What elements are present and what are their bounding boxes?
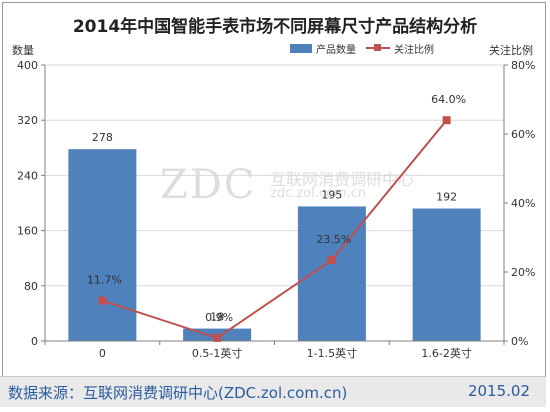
left-tick-label: 160 — [17, 225, 38, 238]
legend-bar-swatch — [290, 43, 312, 53]
line-point — [442, 116, 451, 125]
bar-value-label: 195 — [321, 188, 342, 201]
legend-bar-label: 产品数量 — [316, 44, 356, 56]
footer-bar: 数据来源：互联网消费调研中心(ZDC.zol.com.cn) 2015.02 — [0, 376, 546, 407]
right-axis-title: 关注比例 — [489, 44, 533, 57]
left-axis-title: 数量 — [12, 44, 34, 57]
left-tick-label: 400 — [17, 59, 38, 72]
bar — [297, 206, 366, 341]
footer-source: 数据来源：互联网消费调研中心(ZDC.zol.com.cn) — [8, 384, 348, 402]
bar-value-label: 18 — [210, 311, 224, 324]
line-value-label: 64.0% — [431, 93, 466, 106]
left-tick-label: 80 — [24, 280, 38, 293]
right-tick-label: 20% — [511, 266, 535, 279]
bar-value-label: 278 — [92, 131, 113, 144]
right-tick-label: 60% — [511, 128, 535, 141]
line-series-path — [102, 119, 448, 339]
right-tick-label: 40% — [511, 197, 535, 210]
x-tick-label: 1.6-2英寸 — [421, 346, 471, 360]
right-tick-label: 0% — [511, 335, 528, 348]
line-value-label: 0.9% — [205, 311, 233, 324]
bar-value-label: 192 — [436, 191, 457, 204]
chart-title: 2014年中国智能手表市场不同屏幕尺寸产品结构分析 — [72, 17, 478, 37]
left-tick-label: 240 — [17, 169, 38, 182]
legend-line-swatch — [366, 43, 390, 53]
right-tick-label: 80% — [511, 59, 535, 72]
legend-item-line: 关注比例 — [366, 41, 434, 56]
x-tick-label: 1-1.5英寸 — [307, 346, 357, 360]
line-point — [98, 296, 107, 305]
x-tick-label: 0.5-1英寸 — [192, 346, 242, 360]
legend-line-label: 关注比例 — [394, 44, 434, 56]
bar — [68, 149, 137, 341]
footer-date: 2015.02 — [467, 382, 530, 400]
bar — [412, 208, 481, 341]
x-tick-label: 0 — [99, 347, 106, 360]
legend-item-bar: 产品数量 — [290, 41, 356, 56]
line-point — [213, 333, 222, 342]
chart-legend: 产品数量 关注比例 — [290, 40, 444, 56]
line-value-label: 23.5% — [316, 233, 351, 246]
line-point — [327, 255, 336, 264]
left-tick-label: 0 — [31, 335, 38, 348]
left-tick-label: 320 — [17, 114, 38, 127]
line-value-label: 11.7% — [87, 274, 122, 287]
